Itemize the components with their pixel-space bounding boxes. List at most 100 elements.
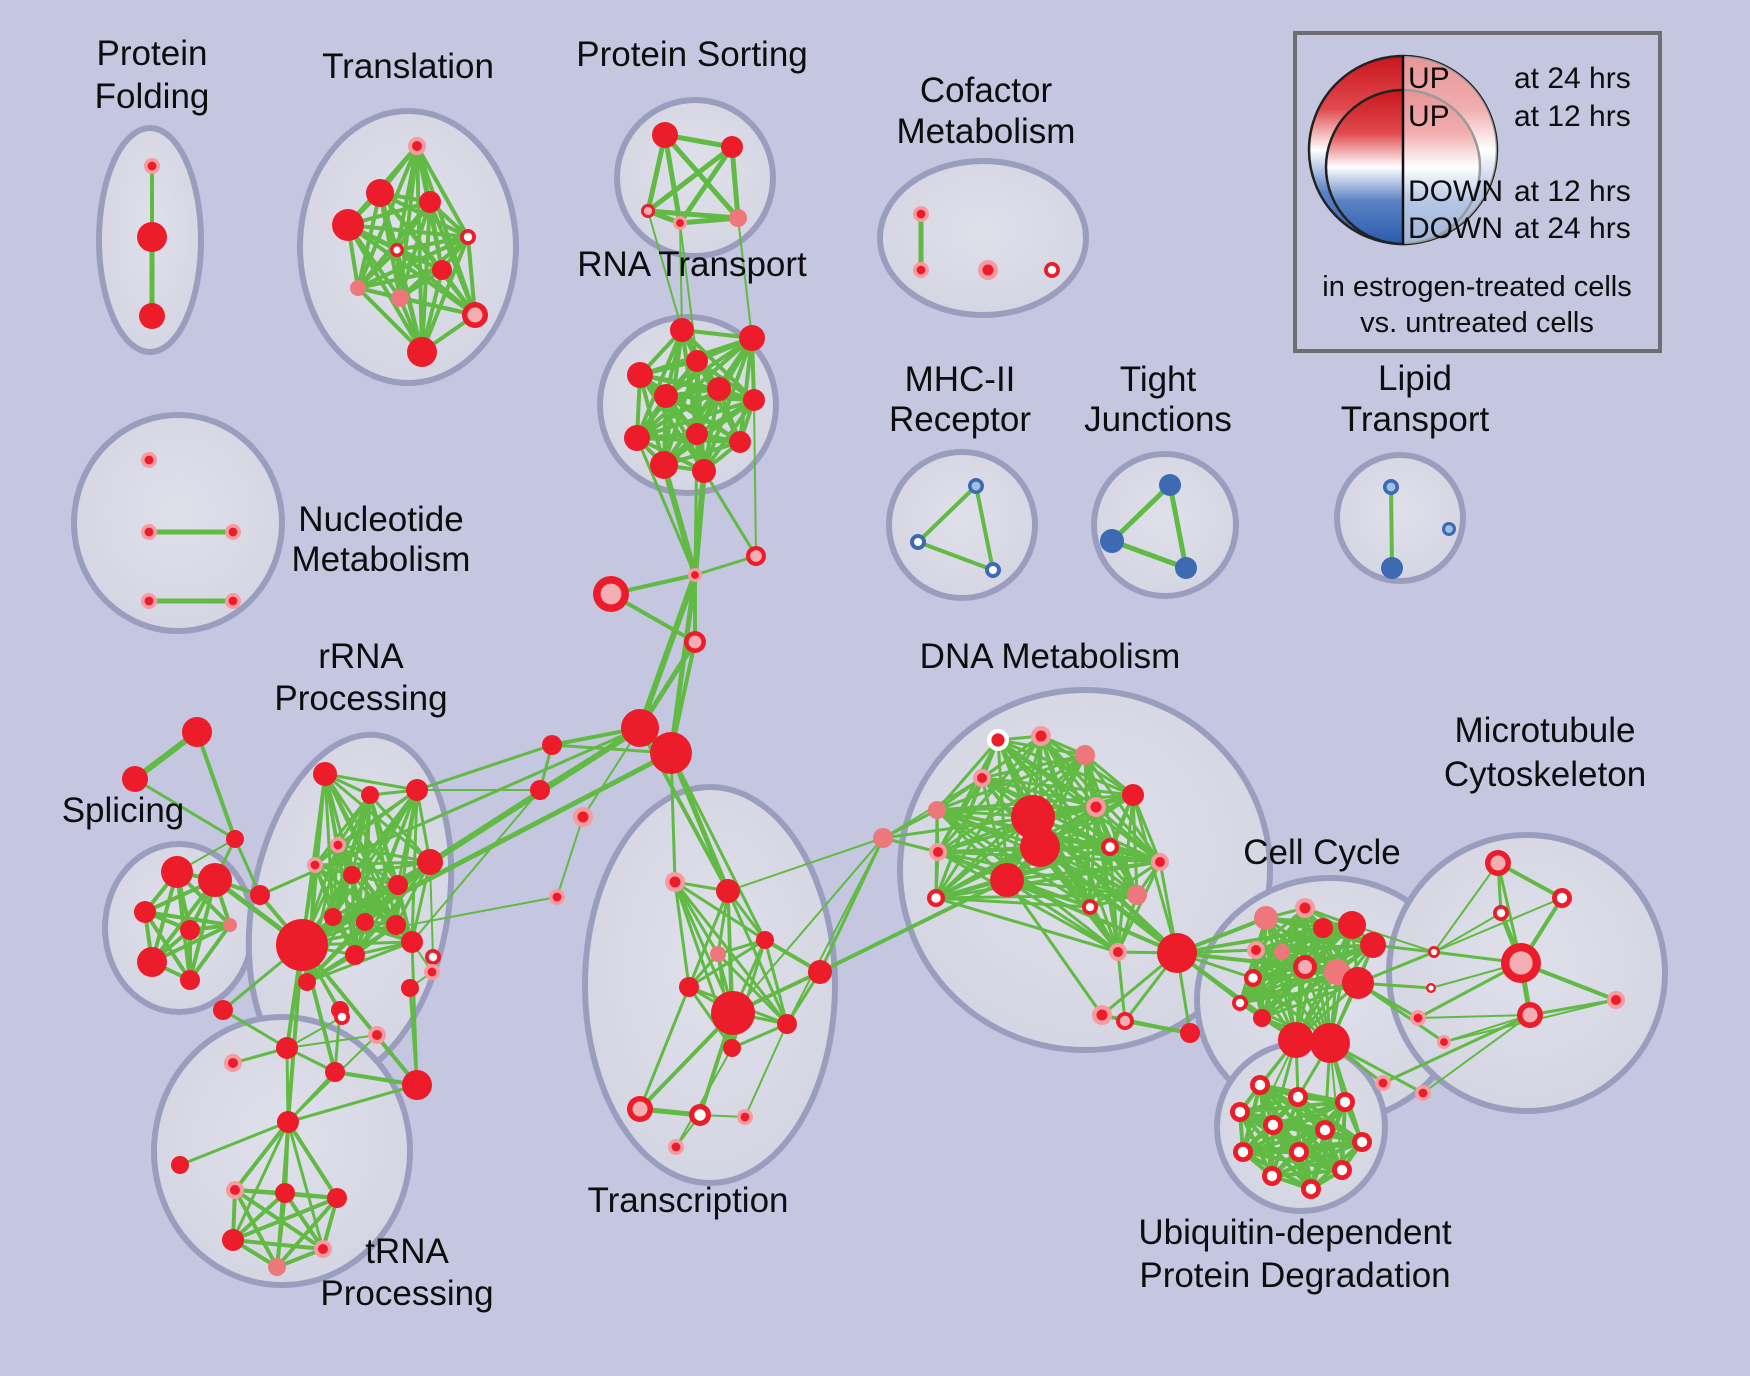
gene-node[interactable]: [1075, 745, 1095, 765]
gene-node[interactable]: [1086, 797, 1106, 817]
gene-node[interactable]: [462, 302, 488, 328]
gene-node[interactable]: [361, 786, 379, 804]
gene-node[interactable]: [406, 779, 428, 801]
gene-node[interactable]: [530, 780, 550, 800]
gene-node[interactable]: [1415, 1085, 1431, 1101]
gene-node[interactable]: [1263, 1115, 1283, 1135]
gene-node[interactable]: [402, 1070, 432, 1100]
gene-node[interactable]: [670, 318, 694, 342]
gene-node[interactable]: [913, 262, 929, 278]
gene-node[interactable]: [275, 1183, 295, 1203]
gene-node[interactable]: [1310, 1023, 1350, 1063]
gene-node[interactable]: [137, 222, 167, 252]
gene-node[interactable]: [141, 524, 157, 540]
gene-node[interactable]: [1020, 827, 1060, 867]
gene-node[interactable]: [1253, 1009, 1271, 1027]
gene-node[interactable]: [139, 303, 165, 329]
gene-node[interactable]: [325, 1062, 345, 1082]
gene-node[interactable]: [746, 546, 766, 566]
gene-node[interactable]: [968, 478, 984, 494]
gene-node[interactable]: [1493, 905, 1509, 921]
gene-node[interactable]: [225, 524, 241, 540]
gene-node[interactable]: [1232, 995, 1248, 1011]
gene-node[interactable]: [334, 1009, 350, 1025]
gene-node[interactable]: [1293, 955, 1317, 979]
gene-node[interactable]: [419, 191, 441, 213]
gene-node[interactable]: [910, 534, 926, 550]
gene-node[interactable]: [973, 769, 991, 787]
gene-node[interactable]: [1301, 1179, 1321, 1199]
gene-node[interactable]: [182, 717, 212, 747]
gene-node[interactable]: [679, 977, 699, 997]
gene-node[interactable]: [226, 830, 244, 848]
gene-node[interactable]: [1278, 1022, 1314, 1058]
gene-node[interactable]: [743, 389, 765, 411]
gene-node[interactable]: [141, 593, 157, 609]
gene-node[interactable]: [425, 949, 441, 965]
gene-node[interactable]: [388, 875, 408, 895]
gene-node[interactable]: [1230, 1102, 1250, 1122]
gene-node[interactable]: [432, 260, 452, 280]
gene-node[interactable]: [624, 425, 650, 451]
gene-node[interactable]: [350, 280, 366, 296]
gene-node[interactable]: [276, 919, 328, 971]
gene-node[interactable]: [652, 122, 678, 148]
gene-node[interactable]: [223, 918, 237, 932]
gene-node[interactable]: [987, 729, 1009, 751]
gene-node[interactable]: [1335, 1092, 1355, 1112]
gene-node[interactable]: [621, 709, 659, 747]
gene-node[interactable]: [417, 849, 443, 875]
gene-node[interactable]: [729, 431, 751, 453]
gene-node[interactable]: [1247, 941, 1265, 959]
gene-node[interactable]: [390, 243, 404, 257]
gene-node[interactable]: [542, 735, 562, 755]
gene-node[interactable]: [927, 889, 945, 907]
gene-node[interactable]: [873, 828, 893, 848]
gene-node[interactable]: [1250, 1075, 1270, 1095]
gene-node[interactable]: [1254, 906, 1278, 930]
gene-node[interactable]: [1082, 899, 1098, 915]
gene-node[interactable]: [627, 1096, 653, 1122]
gene-node[interactable]: [1289, 1142, 1309, 1162]
gene-node[interactable]: [673, 216, 687, 230]
gene-node[interactable]: [654, 384, 678, 408]
gene-node[interactable]: [688, 568, 702, 582]
gene-node[interactable]: [391, 289, 409, 307]
gene-node[interactable]: [366, 179, 394, 207]
gene-node[interactable]: [990, 863, 1024, 897]
gene-node[interactable]: [1332, 1160, 1352, 1180]
gene-node[interactable]: [424, 964, 440, 980]
gene-node[interactable]: [314, 1240, 332, 1258]
gene-node[interactable]: [330, 837, 346, 853]
gene-node[interactable]: [627, 362, 653, 388]
gene-node[interactable]: [739, 325, 765, 351]
gene-node[interactable]: [641, 204, 655, 218]
gene-node[interactable]: [401, 931, 423, 953]
gene-node[interactable]: [716, 879, 740, 903]
gene-node[interactable]: [1175, 557, 1197, 579]
gene-node[interactable]: [226, 1181, 244, 1199]
gene-node[interactable]: [1092, 1005, 1112, 1025]
gene-node[interactable]: [1381, 557, 1403, 579]
gene-node[interactable]: [985, 562, 1001, 578]
gene-node[interactable]: [593, 576, 629, 612]
gene-node[interactable]: [1288, 1087, 1308, 1107]
gene-node[interactable]: [686, 423, 708, 445]
gene-node[interactable]: [345, 945, 365, 965]
gene-node[interactable]: [1342, 967, 1374, 999]
gene-node[interactable]: [401, 979, 419, 997]
gene-node[interactable]: [122, 766, 148, 792]
gene-node[interactable]: [665, 872, 685, 892]
gene-node[interactable]: [1151, 853, 1169, 871]
gene-node[interactable]: [460, 229, 476, 245]
gene-node[interactable]: [1044, 262, 1060, 278]
gene-node[interactable]: [222, 1229, 244, 1251]
gene-node[interactable]: [408, 137, 426, 155]
gene-node[interactable]: [307, 857, 323, 873]
gene-node[interactable]: [224, 1054, 242, 1072]
gene-node[interactable]: [573, 807, 593, 827]
gene-node[interactable]: [134, 901, 156, 923]
gene-node[interactable]: [1442, 522, 1456, 536]
gene-node[interactable]: [808, 960, 832, 984]
gene-node[interactable]: [161, 856, 193, 888]
